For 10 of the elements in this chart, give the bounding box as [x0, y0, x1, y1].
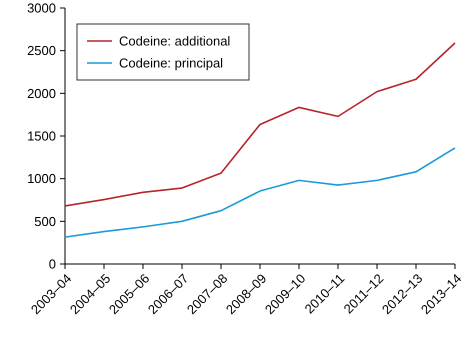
y-tick-label: 2000 [27, 86, 56, 101]
y-tick-label: 0 [48, 256, 56, 272]
y-tick-label: 1500 [27, 128, 56, 144]
y-tick-label: 2500 [27, 43, 56, 58]
legend-label: Codeine: principal [119, 56, 224, 71]
legend-label: Codeine: additional [119, 34, 230, 49]
y-tick-label: 1000 [27, 171, 56, 186]
y-tick-label: 3000 [27, 0, 56, 16]
y-tick-label: 500 [34, 214, 56, 229]
line-series [64, 147, 456, 238]
